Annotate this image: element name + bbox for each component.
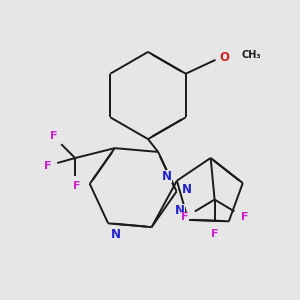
Text: N: N bbox=[175, 204, 185, 217]
Text: F: F bbox=[50, 131, 57, 141]
Text: N: N bbox=[162, 170, 172, 183]
Text: N: N bbox=[111, 228, 121, 241]
Text: F: F bbox=[44, 161, 51, 171]
Text: O: O bbox=[220, 51, 230, 64]
Text: N: N bbox=[182, 183, 191, 196]
Text: F: F bbox=[73, 181, 81, 191]
Text: F: F bbox=[181, 212, 189, 222]
Text: CH₃: CH₃ bbox=[241, 50, 261, 60]
Text: F: F bbox=[211, 229, 218, 239]
Text: F: F bbox=[241, 212, 248, 222]
